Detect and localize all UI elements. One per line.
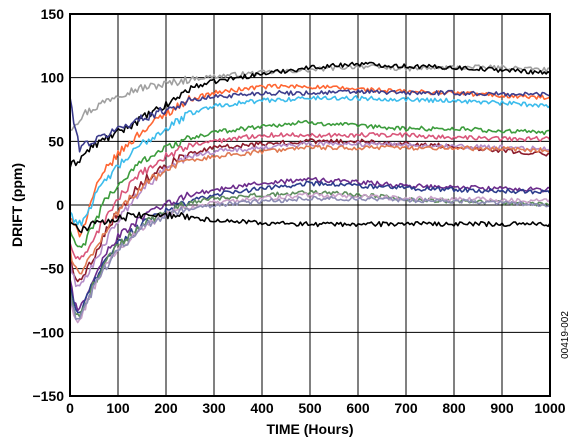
series-line-4	[69, 89, 551, 153]
x-tick-label: 300	[202, 400, 226, 416]
y-tick-label: −50	[40, 261, 64, 277]
series-line-15	[69, 195, 551, 321]
series-line-7	[69, 131, 551, 261]
series-line-1	[69, 64, 551, 132]
plot-frame	[69, 13, 551, 397]
x-axis-label: TIME (Hours)	[266, 421, 353, 437]
x-tick-label: 900	[490, 400, 514, 416]
figure-code: 00419-002	[560, 311, 571, 359]
x-tick-label: 600	[346, 400, 370, 416]
series-line-10	[69, 144, 551, 275]
x-tick-labels: 0 100 200 300 400 500 600 700 800 900 1000	[66, 400, 566, 416]
x-tick-label: 700	[394, 400, 418, 416]
series-lines	[69, 61, 551, 324]
x-tick-label: 0	[66, 400, 74, 416]
series-line-5	[69, 95, 551, 227]
y-tick-labels: 150 100 50 0 −50 −100 −150	[32, 6, 64, 404]
x-tick-label: 1000	[534, 400, 565, 416]
x-tick-label: 100	[106, 400, 130, 416]
x-tick-label: 800	[442, 400, 466, 416]
y-tick-label: 100	[41, 70, 65, 86]
y-tick-label: 150	[41, 6, 65, 22]
y-tick-label: 50	[48, 133, 64, 149]
series-line-16	[69, 211, 551, 234]
y-axis-label: DRIFT (ppm)	[9, 163, 25, 247]
x-tick-label: 400	[250, 400, 274, 416]
series-line-11	[69, 176, 551, 312]
series-line-6	[69, 119, 551, 248]
x-tick-label: 500	[298, 400, 322, 416]
series-line-3	[69, 83, 551, 238]
grid-lines	[69, 13, 551, 397]
y-tick-label: −100	[32, 324, 64, 340]
y-tick-label: 0	[56, 197, 64, 213]
x-tick-label: 200	[154, 400, 178, 416]
y-tick-label: −150	[32, 388, 64, 404]
